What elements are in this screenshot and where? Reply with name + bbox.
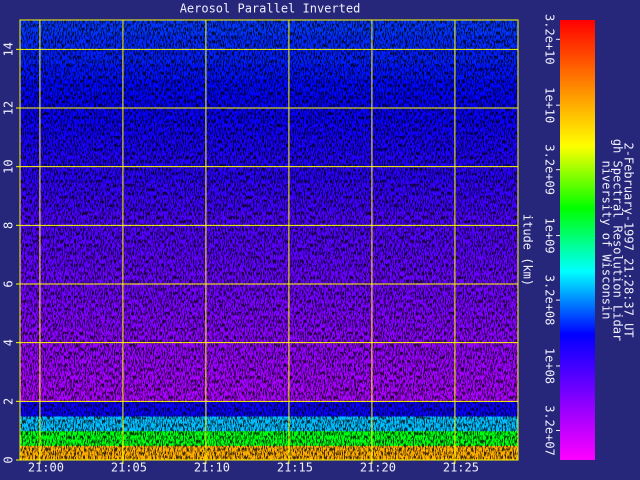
x-tick-label: 21:05 — [111, 461, 147, 475]
y-tick-label: 8 — [2, 222, 16, 229]
colorbar-tick-label: 3.2e+08 — [543, 275, 557, 326]
y-tick-label: 0 — [2, 456, 16, 463]
y-axis-label: itude (km) — [521, 214, 535, 286]
y-tick-label: 4 — [2, 339, 16, 346]
colorbar — [560, 20, 595, 460]
y-tick-label: 10 — [2, 159, 16, 173]
x-tick-label: 21:00 — [28, 461, 64, 475]
texture — [20, 20, 518, 460]
colorbar-tick-label: 3.2e+10 — [543, 14, 557, 65]
y-tick-label: 6 — [2, 280, 16, 287]
chart-title: Aerosol Parallel Inverted — [180, 2, 361, 16]
y-tick-label: 14 — [2, 42, 16, 56]
colorbar-tick-label: 1e+08 — [543, 348, 557, 384]
x-tick-label: 21:10 — [194, 461, 230, 475]
y-tick-label: 12 — [2, 101, 16, 115]
overlay — [16, 19, 519, 464]
plot-frame — [19, 19, 519, 461]
side-text: gh Spectral Resolution Lidar — [611, 139, 625, 341]
colorbar-tick-label: 1e+10 — [543, 87, 557, 123]
side-text: niversity of Wisconsin — [600, 161, 614, 320]
y-tick-label: 2 — [2, 398, 16, 405]
colorbar-tick-label: 1e+09 — [543, 218, 557, 254]
colorbar-tick-label: 3.2e+09 — [543, 144, 557, 195]
x-tick-label: 21:20 — [360, 461, 396, 475]
x-tick-label: 21:25 — [443, 461, 479, 475]
colorbar-tick-label: 3.2e+07 — [543, 405, 557, 456]
side-text: 2-February-1997 21:28:37 UT — [622, 142, 636, 337]
x-tick-label: 21:15 — [277, 461, 313, 475]
